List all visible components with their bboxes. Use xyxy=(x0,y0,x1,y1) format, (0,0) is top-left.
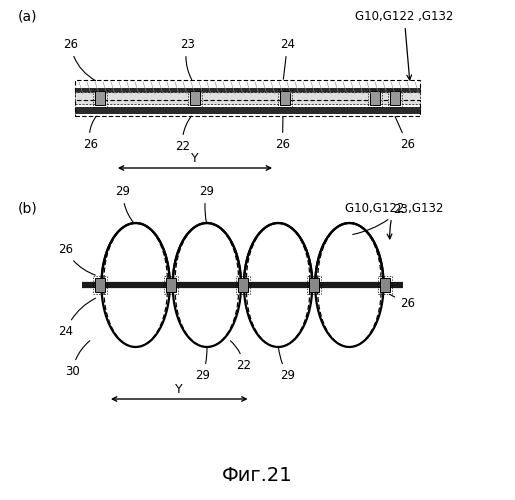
Bar xyxy=(368,89,382,107)
Bar xyxy=(378,276,392,294)
Bar xyxy=(309,278,319,292)
Text: 22: 22 xyxy=(230,341,251,372)
Bar xyxy=(278,89,292,107)
Bar xyxy=(390,91,400,105)
Bar xyxy=(75,88,420,94)
Text: 26: 26 xyxy=(83,116,98,151)
Text: 29: 29 xyxy=(116,185,134,223)
Text: G10,G122 ,G132: G10,G122 ,G132 xyxy=(345,202,443,239)
Text: 29: 29 xyxy=(279,348,295,382)
Text: (a): (a) xyxy=(18,10,38,24)
Bar xyxy=(95,278,105,292)
Text: 30: 30 xyxy=(65,340,90,378)
Text: G10,G122 ,G132: G10,G122 ,G132 xyxy=(355,10,453,80)
Bar xyxy=(235,276,249,294)
Bar xyxy=(75,80,420,96)
Bar xyxy=(380,278,390,292)
Text: 24: 24 xyxy=(58,298,95,338)
Text: 22: 22 xyxy=(175,116,191,153)
Bar xyxy=(93,89,107,107)
Text: Y: Y xyxy=(176,383,183,396)
Text: 26: 26 xyxy=(389,294,415,310)
Bar xyxy=(164,276,178,294)
Text: 23: 23 xyxy=(353,203,408,234)
Bar xyxy=(307,276,321,294)
Text: 26: 26 xyxy=(63,38,96,80)
Bar xyxy=(93,276,107,294)
Bar xyxy=(75,92,420,104)
Bar xyxy=(75,107,420,113)
Bar xyxy=(280,91,290,105)
Text: 23: 23 xyxy=(180,38,195,80)
Bar xyxy=(75,100,420,116)
Bar xyxy=(95,91,105,105)
Bar xyxy=(166,278,176,292)
Text: 29: 29 xyxy=(199,185,214,222)
Text: Фиг.21: Фиг.21 xyxy=(221,466,293,485)
Text: (b): (b) xyxy=(18,202,38,216)
Text: 29: 29 xyxy=(195,348,210,382)
Text: 26: 26 xyxy=(395,116,415,151)
Bar xyxy=(237,278,248,292)
Text: 24: 24 xyxy=(280,38,295,79)
Bar xyxy=(188,89,202,107)
Text: 26: 26 xyxy=(275,117,290,151)
Bar xyxy=(370,91,380,105)
Text: 26: 26 xyxy=(58,243,95,275)
Text: Y: Y xyxy=(191,152,199,165)
Bar xyxy=(388,89,402,107)
Bar xyxy=(190,91,200,105)
